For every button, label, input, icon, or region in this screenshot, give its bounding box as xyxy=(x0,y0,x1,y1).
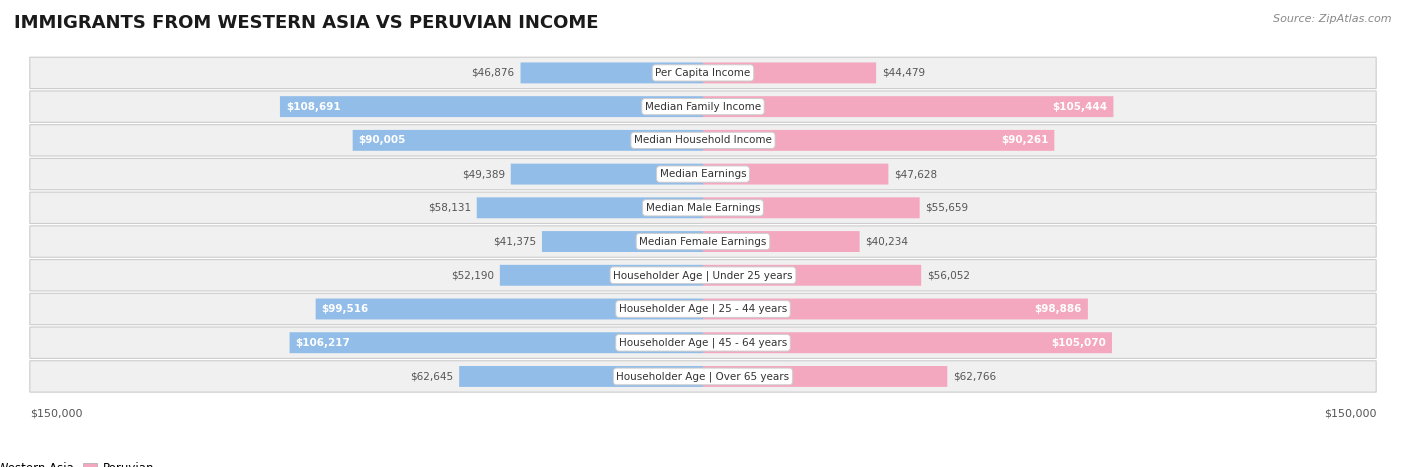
Text: Householder Age | 45 - 64 years: Householder Age | 45 - 64 years xyxy=(619,338,787,348)
Text: $106,217: $106,217 xyxy=(295,338,350,348)
FancyBboxPatch shape xyxy=(316,298,703,319)
FancyBboxPatch shape xyxy=(703,333,1112,353)
FancyBboxPatch shape xyxy=(30,192,1376,224)
Text: $58,131: $58,131 xyxy=(427,203,471,213)
FancyBboxPatch shape xyxy=(280,96,703,117)
Text: $44,479: $44,479 xyxy=(882,68,925,78)
FancyBboxPatch shape xyxy=(541,231,703,252)
FancyBboxPatch shape xyxy=(30,91,1376,122)
FancyBboxPatch shape xyxy=(703,130,1054,151)
FancyBboxPatch shape xyxy=(30,158,1376,190)
FancyBboxPatch shape xyxy=(30,260,1376,291)
Text: Median Female Earnings: Median Female Earnings xyxy=(640,237,766,247)
FancyBboxPatch shape xyxy=(30,361,1376,392)
FancyBboxPatch shape xyxy=(30,57,1376,89)
Text: $55,659: $55,659 xyxy=(925,203,969,213)
Legend: Immigrants from Western Asia, Peruvian: Immigrants from Western Asia, Peruvian xyxy=(0,458,159,467)
Text: $90,005: $90,005 xyxy=(359,135,406,145)
FancyBboxPatch shape xyxy=(703,96,1114,117)
FancyBboxPatch shape xyxy=(353,130,703,151)
Text: $56,052: $56,052 xyxy=(927,270,970,280)
Text: $46,876: $46,876 xyxy=(471,68,515,78)
FancyBboxPatch shape xyxy=(703,198,920,218)
Text: $105,070: $105,070 xyxy=(1052,338,1107,348)
FancyBboxPatch shape xyxy=(30,327,1376,358)
FancyBboxPatch shape xyxy=(703,298,1088,319)
Text: $62,766: $62,766 xyxy=(953,371,997,382)
Text: $90,261: $90,261 xyxy=(1001,135,1049,145)
Text: Median Earnings: Median Earnings xyxy=(659,169,747,179)
Text: Per Capita Income: Per Capita Income xyxy=(655,68,751,78)
FancyBboxPatch shape xyxy=(501,265,703,286)
Text: Householder Age | Under 25 years: Householder Age | Under 25 years xyxy=(613,270,793,281)
FancyBboxPatch shape xyxy=(30,293,1376,325)
FancyBboxPatch shape xyxy=(477,198,703,218)
Text: Source: ZipAtlas.com: Source: ZipAtlas.com xyxy=(1274,14,1392,24)
Text: $150,000: $150,000 xyxy=(30,409,83,418)
Text: Householder Age | Over 65 years: Householder Age | Over 65 years xyxy=(616,371,790,382)
Text: $98,886: $98,886 xyxy=(1035,304,1083,314)
Text: Householder Age | 25 - 44 years: Householder Age | 25 - 44 years xyxy=(619,304,787,314)
FancyBboxPatch shape xyxy=(520,63,703,84)
Text: $62,645: $62,645 xyxy=(411,371,453,382)
Text: $150,000: $150,000 xyxy=(1323,409,1376,418)
FancyBboxPatch shape xyxy=(30,226,1376,257)
Text: $47,628: $47,628 xyxy=(894,169,938,179)
Text: Median Male Earnings: Median Male Earnings xyxy=(645,203,761,213)
Text: IMMIGRANTS FROM WESTERN ASIA VS PERUVIAN INCOME: IMMIGRANTS FROM WESTERN ASIA VS PERUVIAN… xyxy=(14,14,599,32)
Text: $40,234: $40,234 xyxy=(866,237,908,247)
FancyBboxPatch shape xyxy=(703,265,921,286)
Text: $49,389: $49,389 xyxy=(461,169,505,179)
Text: $99,516: $99,516 xyxy=(322,304,368,314)
FancyBboxPatch shape xyxy=(703,163,889,184)
Text: $105,444: $105,444 xyxy=(1053,102,1108,112)
FancyBboxPatch shape xyxy=(703,366,948,387)
Text: $108,691: $108,691 xyxy=(285,102,340,112)
FancyBboxPatch shape xyxy=(460,366,703,387)
Text: Median Family Income: Median Family Income xyxy=(645,102,761,112)
Text: $52,190: $52,190 xyxy=(451,270,494,280)
FancyBboxPatch shape xyxy=(290,333,703,353)
FancyBboxPatch shape xyxy=(703,231,859,252)
FancyBboxPatch shape xyxy=(510,163,703,184)
Text: Median Household Income: Median Household Income xyxy=(634,135,772,145)
Text: $41,375: $41,375 xyxy=(494,237,536,247)
FancyBboxPatch shape xyxy=(703,63,876,84)
FancyBboxPatch shape xyxy=(30,125,1376,156)
